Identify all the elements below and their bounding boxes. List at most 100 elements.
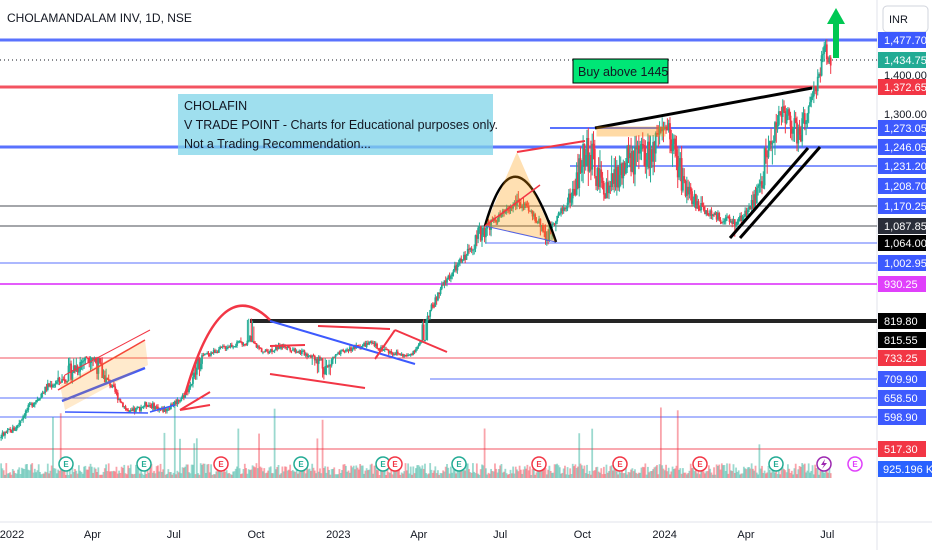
volume-bar bbox=[378, 474, 381, 478]
volume-bar bbox=[201, 464, 203, 478]
volume-bar bbox=[770, 472, 772, 478]
volume-bar bbox=[125, 474, 128, 478]
candle-body bbox=[217, 349, 220, 353]
candle-body bbox=[648, 141, 651, 169]
volume-bar bbox=[68, 468, 71, 478]
candle-body bbox=[657, 133, 660, 135]
candle-body bbox=[111, 384, 114, 387]
candle-body bbox=[135, 408, 137, 412]
volume-bar bbox=[444, 466, 447, 478]
volume-bar bbox=[163, 432, 166, 478]
candle-body bbox=[333, 357, 336, 359]
volume-bar bbox=[192, 464, 194, 478]
volume-bar bbox=[451, 472, 454, 478]
candle-body bbox=[307, 356, 310, 358]
currency-button[interactable]: INR bbox=[882, 5, 929, 33]
volume-bar bbox=[398, 465, 400, 478]
volume-bar bbox=[364, 470, 367, 478]
volume-bar bbox=[596, 466, 599, 478]
volume-bar bbox=[688, 470, 691, 478]
candle-body bbox=[806, 113, 809, 122]
volume-bar bbox=[269, 466, 272, 478]
volume-bar bbox=[63, 469, 66, 478]
volume-bar bbox=[135, 464, 137, 478]
price-axis[interactable]: 1,477.701,434.751,400.001,372.651,300.00… bbox=[878, 32, 927, 457]
price-label-bg bbox=[878, 32, 926, 48]
volume-bar bbox=[119, 472, 122, 478]
candle-body bbox=[433, 306, 435, 308]
volume-bar bbox=[588, 470, 591, 478]
candle-body bbox=[630, 153, 632, 172]
candle-body bbox=[579, 158, 582, 173]
volume-bar bbox=[185, 464, 188, 478]
volume-bar bbox=[277, 464, 280, 478]
candle-body bbox=[413, 350, 416, 352]
candle-body bbox=[435, 297, 438, 301]
volume-bar bbox=[164, 474, 167, 478]
candle-body bbox=[249, 335, 251, 341]
volume-bar bbox=[748, 467, 750, 478]
candle-body bbox=[312, 355, 315, 357]
volume-bar bbox=[522, 469, 525, 478]
volume-bar bbox=[779, 474, 782, 478]
candle-body bbox=[482, 228, 485, 235]
candle-body bbox=[350, 347, 352, 351]
price-axis-label: 1,273.05 bbox=[878, 120, 927, 136]
candle-body bbox=[391, 353, 394, 355]
price-label-text: 819.80 bbox=[884, 316, 918, 328]
volume-bar bbox=[639, 472, 642, 478]
price-label-text: 1,087.85 bbox=[884, 221, 927, 233]
candle-body bbox=[468, 248, 470, 250]
candle-body bbox=[22, 416, 25, 420]
volume-bar bbox=[225, 470, 228, 478]
volume-bar bbox=[212, 474, 215, 478]
volume-bar bbox=[597, 471, 600, 478]
volume-bar bbox=[719, 469, 722, 478]
time-axis[interactable]: 2022 Apr Jul Oct 2023 Apr Jul Oct 2024 Apr Jul bbox=[0, 529, 834, 541]
volume-bar bbox=[380, 468, 382, 478]
volume-bar bbox=[74, 469, 76, 478]
volume-bar bbox=[692, 467, 695, 478]
volume-bar bbox=[713, 467, 715, 478]
volume-bar bbox=[485, 468, 487, 478]
candle-body bbox=[228, 346, 231, 348]
candle-body bbox=[300, 350, 303, 354]
candle-body bbox=[757, 186, 760, 188]
candle-body bbox=[729, 221, 732, 223]
candle-body bbox=[265, 349, 268, 352]
volume-bar bbox=[505, 473, 508, 478]
volume-bar bbox=[474, 473, 477, 478]
volume-bar bbox=[487, 472, 490, 478]
volume-bar bbox=[720, 463, 723, 478]
trendline bbox=[149, 404, 176, 413]
candle-body bbox=[758, 184, 761, 187]
volume-bar bbox=[339, 473, 342, 478]
candle-body bbox=[11, 427, 14, 433]
volume-bar bbox=[234, 468, 237, 478]
candle-body bbox=[697, 201, 700, 210]
candle-body bbox=[71, 372, 74, 380]
candle-body bbox=[452, 270, 455, 273]
candle-body bbox=[718, 213, 721, 220]
candle-body bbox=[255, 343, 258, 348]
volume-bar bbox=[151, 472, 154, 478]
time-tick-label: 2024 bbox=[652, 529, 676, 541]
candle-body bbox=[203, 353, 206, 356]
candle-body bbox=[342, 350, 345, 352]
volume-bar bbox=[221, 472, 224, 478]
candle-body bbox=[771, 142, 774, 145]
candle-body bbox=[566, 202, 569, 209]
candle-body bbox=[36, 399, 39, 401]
volume-bar bbox=[19, 474, 22, 478]
volume-bar bbox=[237, 428, 240, 478]
volume-bar bbox=[140, 468, 143, 478]
candle-body bbox=[766, 156, 769, 158]
candle-body bbox=[750, 200, 753, 210]
volume-bar bbox=[636, 473, 639, 478]
candle-body bbox=[317, 357, 320, 364]
price-label-bg bbox=[878, 120, 926, 136]
candle-body bbox=[330, 359, 333, 366]
volume-bar bbox=[367, 470, 369, 478]
volume-bar bbox=[477, 473, 480, 478]
